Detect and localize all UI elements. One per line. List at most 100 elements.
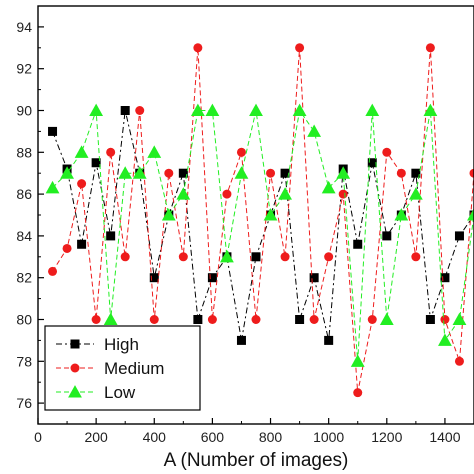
data-point-square — [367, 158, 377, 168]
data-point-triangle — [176, 187, 191, 200]
data-point-triangle — [147, 145, 162, 158]
data-point-square — [440, 273, 450, 283]
data-point-circle — [469, 168, 474, 178]
data-point-circle — [367, 315, 377, 324]
data-point-square — [120, 106, 130, 115]
series-line — [52, 109, 474, 362]
data-point-circle — [353, 388, 363, 398]
y-tick-label: 84 — [16, 228, 32, 244]
data-point-square — [236, 335, 246, 345]
data-point-circle — [120, 252, 130, 262]
data-point-circle — [251, 315, 261, 324]
data-point-circle — [266, 168, 276, 178]
data-point-circle — [454, 356, 464, 366]
legend-label: Low — [104, 383, 136, 402]
x-tick-label: 1400 — [429, 429, 460, 445]
data-point-triangle — [467, 208, 474, 221]
y-tick-label: 76 — [16, 395, 32, 411]
data-point-circle — [382, 147, 392, 157]
data-point-triangle — [263, 208, 278, 221]
y-tick-label: 82 — [16, 270, 32, 286]
data-point-square — [193, 315, 203, 324]
legend-label: High — [104, 335, 139, 354]
axis-ticks: 76 78 80 82 84 86 88 90 92 94 0 200 400 600 800 1000 120… — [16, 5, 461, 445]
data-point-square — [382, 231, 392, 241]
data-point-circle — [91, 315, 101, 324]
y-tick-label: 86 — [16, 186, 32, 202]
data-point-circle — [338, 189, 348, 199]
data-point-triangle — [45, 180, 60, 194]
data-point-circle — [193, 43, 203, 53]
series-medium — [48, 43, 474, 398]
legend-label: Medium — [104, 359, 164, 378]
data-point-square — [295, 315, 305, 324]
data-point-circle — [207, 315, 217, 324]
data-point-circle — [77, 179, 87, 189]
x-tick-label: 1000 — [313, 429, 344, 445]
data-point-triangle — [350, 354, 365, 367]
data-point-circle — [178, 252, 188, 262]
data-point-triangle — [321, 180, 336, 194]
series-line — [52, 47, 474, 393]
data-point-circle — [222, 189, 232, 199]
data-point-square — [106, 231, 116, 241]
data-point-circle — [324, 252, 334, 262]
data-point-circle — [440, 315, 450, 324]
series-layer — [45, 43, 474, 398]
data-point-square — [77, 239, 87, 249]
data-point-square — [353, 239, 363, 249]
data-point-triangle — [161, 208, 176, 221]
data-point-triangle — [379, 312, 394, 326]
data-point-square — [48, 126, 58, 136]
data-point-square — [207, 273, 217, 283]
x-tick-label: 800 — [259, 429, 283, 445]
data-point-square — [411, 168, 421, 178]
data-point-triangle — [394, 208, 409, 221]
data-point-triangle — [132, 166, 147, 179]
data-point-circle — [48, 266, 58, 276]
data-point-triangle — [205, 103, 220, 117]
data-point-square — [324, 335, 334, 345]
x-tick-label: 0 — [34, 429, 42, 445]
data-point-circle — [149, 315, 159, 324]
x-axis-title: A (Number of images) — [164, 450, 349, 471]
series-low — [45, 103, 474, 367]
data-point-triangle — [408, 187, 423, 200]
y-tick-label: 78 — [16, 353, 32, 369]
data-point-circle — [236, 147, 246, 157]
y-tick-label: 88 — [16, 144, 32, 160]
data-point-circle — [295, 43, 305, 53]
x-tick-label: 600 — [201, 429, 225, 445]
data-point-triangle — [292, 103, 307, 117]
data-point-square — [91, 158, 101, 168]
data-point-circle — [309, 315, 319, 324]
data-point-square — [251, 252, 261, 262]
x-tick-label: 1200 — [371, 429, 402, 445]
data-point-triangle — [234, 166, 249, 179]
x-tick-label: 400 — [143, 429, 167, 445]
data-point-triangle — [423, 103, 438, 117]
data-point-triangle — [220, 249, 234, 263]
data-point-circle — [280, 252, 290, 262]
data-point-circle — [106, 147, 116, 157]
legend: High Medium Low — [44, 325, 201, 411]
data-point-triangle — [438, 333, 452, 346]
y-tick-label: 80 — [16, 312, 32, 328]
data-point-triangle — [103, 312, 118, 326]
data-point-triangle — [68, 385, 82, 398]
data-point-circle — [425, 43, 435, 53]
data-point-circle — [411, 252, 421, 262]
y-tick-label: 92 — [16, 61, 32, 77]
data-point-square — [454, 231, 464, 241]
data-point-square — [178, 168, 188, 178]
data-point-circle — [135, 106, 145, 115]
data-point-triangle — [278, 187, 292, 200]
data-point-triangle — [336, 166, 351, 179]
data-point-circle — [70, 363, 80, 373]
data-point-triangle — [365, 103, 380, 117]
data-point-circle — [396, 168, 406, 178]
series-line — [52, 110, 474, 341]
data-point-triangle — [74, 145, 89, 158]
x-tick-label: 200 — [84, 429, 108, 445]
data-point-circle — [164, 168, 174, 178]
